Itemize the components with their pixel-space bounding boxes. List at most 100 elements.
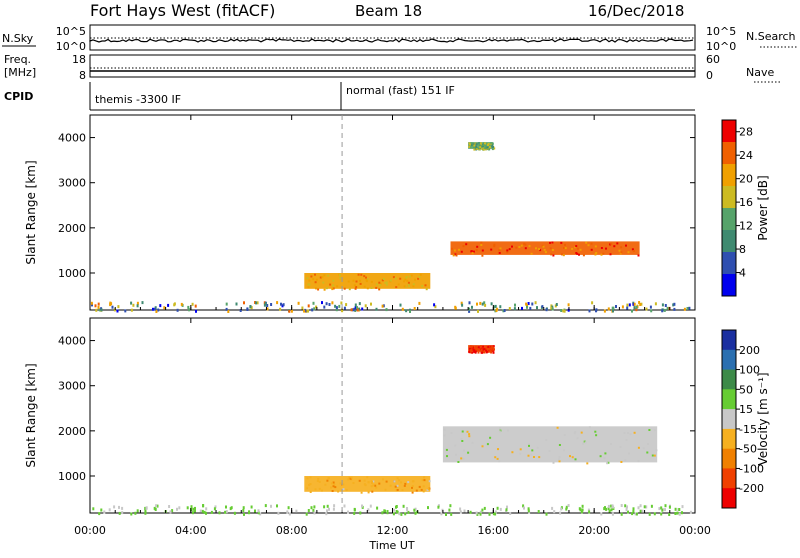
colorbar-tick-label: 100 xyxy=(739,364,760,377)
echo-speck xyxy=(322,281,325,284)
clutter-speck xyxy=(250,306,253,310)
clutter-speck xyxy=(661,303,664,307)
clutter-speck xyxy=(358,302,361,306)
clutter-speck xyxy=(256,301,259,305)
clutter-speck xyxy=(167,303,170,307)
colorbar-segment xyxy=(722,230,736,253)
echo-speck xyxy=(411,485,414,488)
clutter-speck xyxy=(95,308,98,312)
echo-speck xyxy=(469,349,472,352)
clutter-speck xyxy=(624,504,627,508)
echo-speck xyxy=(468,142,471,145)
freq-traces xyxy=(90,67,695,72)
clutter-speck xyxy=(136,509,139,513)
echo-speck xyxy=(453,249,456,252)
echo-speck xyxy=(619,446,622,449)
echo-speck xyxy=(468,435,471,438)
clutter-speck xyxy=(168,505,171,508)
clutter-speck xyxy=(483,301,486,305)
echo-speck xyxy=(478,143,481,146)
clutter-speck xyxy=(136,304,139,308)
clutter-speck xyxy=(343,504,346,508)
clutter-speck xyxy=(433,303,436,307)
echo-speck xyxy=(332,481,335,484)
echo-speck xyxy=(471,351,474,354)
echo-speck xyxy=(519,448,522,451)
echo-speck xyxy=(481,254,484,257)
clutter-speck xyxy=(358,307,361,311)
echo-speck xyxy=(421,285,424,287)
colorbar-tick-label: 20 xyxy=(739,173,753,186)
echo-speck xyxy=(550,253,553,256)
station-title: Fort Hays West (fitACF) xyxy=(90,1,275,20)
clutter-speck xyxy=(626,306,629,310)
echo-speck xyxy=(314,281,317,284)
echo-speck xyxy=(473,348,476,351)
echo-speck xyxy=(348,288,351,291)
clutter-speck xyxy=(626,303,629,307)
clutter-speck xyxy=(612,306,615,310)
echo-speck xyxy=(421,479,424,482)
echo-speck xyxy=(518,246,521,248)
echo-speck xyxy=(370,485,373,488)
echo-speck xyxy=(408,285,410,288)
echo-speck xyxy=(327,274,330,277)
echo-speck xyxy=(478,349,481,352)
clutter-speck xyxy=(176,308,179,312)
clutter-speck xyxy=(353,511,356,515)
echo-speck xyxy=(558,456,561,459)
echo-speck xyxy=(370,480,373,483)
echo-speck xyxy=(471,142,474,145)
clutter-speck xyxy=(626,505,628,509)
echo-speck xyxy=(347,280,350,283)
echo-speck xyxy=(488,146,491,149)
echo-speck xyxy=(571,247,574,250)
echo-speck xyxy=(307,286,310,289)
echo-speck xyxy=(486,443,489,446)
clutter-speck xyxy=(633,302,636,306)
echo-speck xyxy=(337,490,340,493)
clutter-speck xyxy=(413,508,416,512)
clutter-speck xyxy=(335,308,338,312)
clutter-speck xyxy=(529,306,532,310)
echo-speck xyxy=(562,254,565,257)
clutter-speck xyxy=(559,511,562,515)
clutter-speck xyxy=(459,507,462,511)
clutter-speck xyxy=(483,506,486,510)
echo-speck xyxy=(469,145,472,148)
echo-speck xyxy=(582,254,585,257)
echo-speck xyxy=(472,146,475,149)
echo-speck xyxy=(463,449,465,452)
clutter-speck xyxy=(562,309,565,313)
clutter-speck xyxy=(551,506,554,510)
clutter-speck xyxy=(117,305,120,309)
clutter-speck xyxy=(479,301,482,305)
colorbar-label: Power [dB] xyxy=(756,175,770,240)
echo-speck xyxy=(473,350,476,353)
echo-speck xyxy=(575,245,578,248)
echo-speck xyxy=(576,247,579,250)
clutter-speck xyxy=(450,512,453,516)
echo-speck xyxy=(310,275,313,278)
clutter-speck xyxy=(134,511,137,515)
y-tick-label: 1000 xyxy=(58,470,86,483)
clutter-speck xyxy=(612,309,614,313)
clutter-speck xyxy=(454,306,457,310)
echo-speck xyxy=(594,253,597,256)
echo-speck xyxy=(332,284,335,287)
clutter-speck xyxy=(90,301,93,305)
colorbar-tick-label: 50 xyxy=(739,383,753,396)
echo-speck xyxy=(629,433,632,436)
clutter-speck xyxy=(356,306,358,310)
echo-speck xyxy=(560,241,563,244)
echo-speck xyxy=(386,283,388,286)
clutter-speck xyxy=(513,307,516,311)
echo-speck xyxy=(481,249,484,252)
x-tick-label: 20:00 xyxy=(578,524,610,537)
clutter-speck xyxy=(607,507,610,511)
echo-speck xyxy=(468,145,471,148)
echo-speck xyxy=(405,277,407,280)
clutter-speck xyxy=(641,509,644,513)
echo-speck xyxy=(600,253,603,256)
clutter-speck xyxy=(352,308,354,312)
